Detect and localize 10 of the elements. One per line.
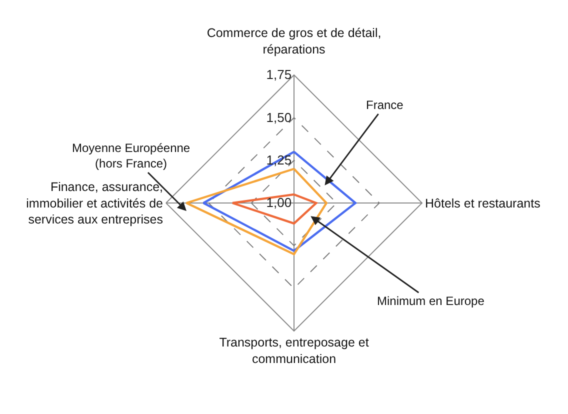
y-tick-label: 1,50 bbox=[266, 110, 292, 125]
spoke-label: Finance, assurance, immobilier et activités de services aux entreprises bbox=[26, 180, 164, 227]
spoke-label: Commerce de gros et de détail, réparations bbox=[206, 26, 382, 56]
text: France bbox=[366, 98, 404, 112]
text: Minimum en Europe bbox=[377, 294, 485, 308]
text: Moyenne Européenne (hors France) bbox=[72, 141, 190, 171]
y-tick-label: 1,00 bbox=[266, 195, 292, 210]
spoke-label: Hôtels et restaurants bbox=[425, 196, 540, 210]
spoke-label: Transports, entreposage et communication bbox=[219, 336, 370, 366]
y-tick-label: 1,75 bbox=[266, 67, 292, 82]
